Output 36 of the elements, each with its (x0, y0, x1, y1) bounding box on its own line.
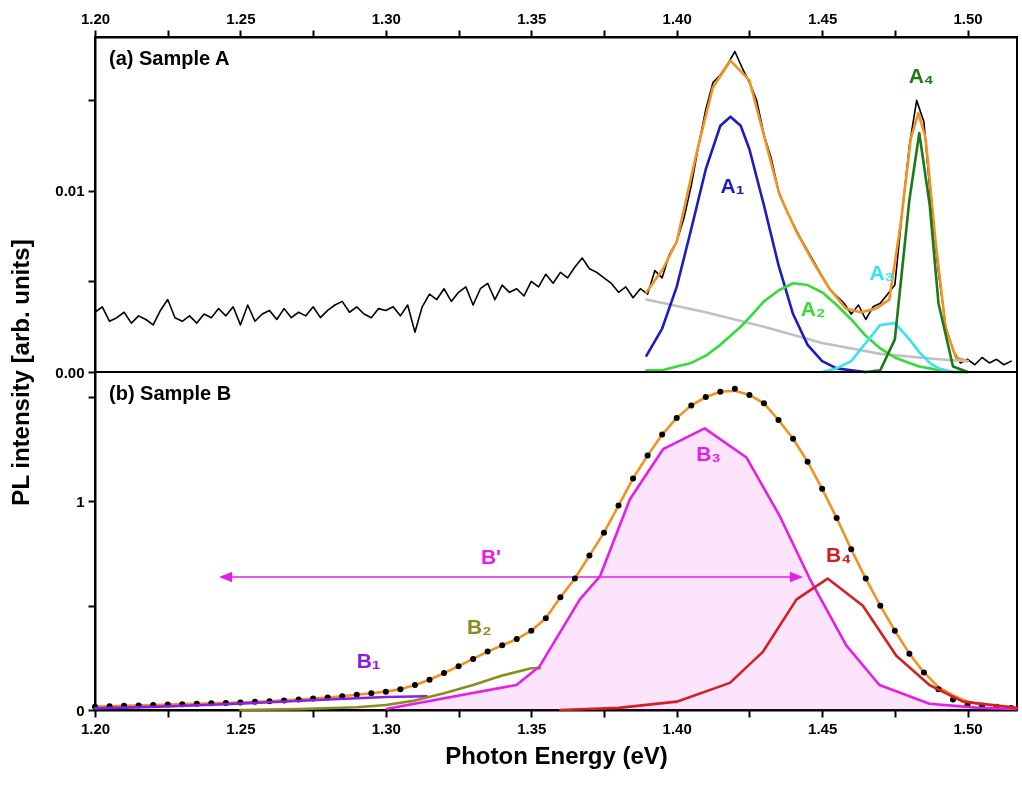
x-axis-title: Photon Energy (eV) (445, 741, 668, 769)
line-series (93, 694, 428, 710)
series-label: B₁ (356, 649, 381, 673)
x-tick-label: 1.45 (808, 9, 838, 27)
line-series (645, 298, 969, 363)
y-tick-label: 0.01 (55, 182, 85, 200)
annotation: B' (480, 545, 502, 568)
x-tick-label: 1.30 (371, 9, 401, 27)
series-label: B₂ (467, 615, 492, 639)
x-tick-label: 1.35 (517, 9, 547, 27)
series-label: A₂ (800, 297, 826, 321)
line-series (864, 131, 969, 374)
y-tick-label: 1 (76, 492, 85, 510)
x-tick-label: 1.45 (808, 719, 838, 737)
x-tick-label: 1.25 (226, 9, 256, 27)
x-tick-label: 1.35 (517, 719, 547, 737)
x-tick-label: 1.40 (662, 719, 692, 737)
line-series (645, 59, 969, 363)
x-tick-label: 1.25 (226, 719, 256, 737)
series-label: A₁ (720, 173, 745, 197)
x-tick-label: 1.20 (80, 9, 111, 27)
x-tick-label: 1.40 (662, 9, 692, 27)
series-label: B₄ (826, 542, 852, 566)
x-tick-label: 1.50 (953, 719, 983, 737)
y-tick-label: 0 (76, 701, 85, 719)
x-tick-label: 1.50 (953, 9, 983, 27)
line-series (559, 577, 1019, 712)
text: A₄ (908, 63, 934, 87)
y-tick-label: 0.00 (55, 363, 85, 381)
x-tick-label: 1.20 (80, 719, 111, 737)
text: (a) Sample A (109, 47, 230, 69)
text: (b) Sample B (109, 382, 232, 404)
x-tick-label: 1.30 (371, 719, 401, 737)
y-axis-title: PL intensity [arb. units] (6, 239, 34, 506)
series-label: B₃ (696, 442, 722, 466)
series-label: A₃ (869, 261, 895, 285)
